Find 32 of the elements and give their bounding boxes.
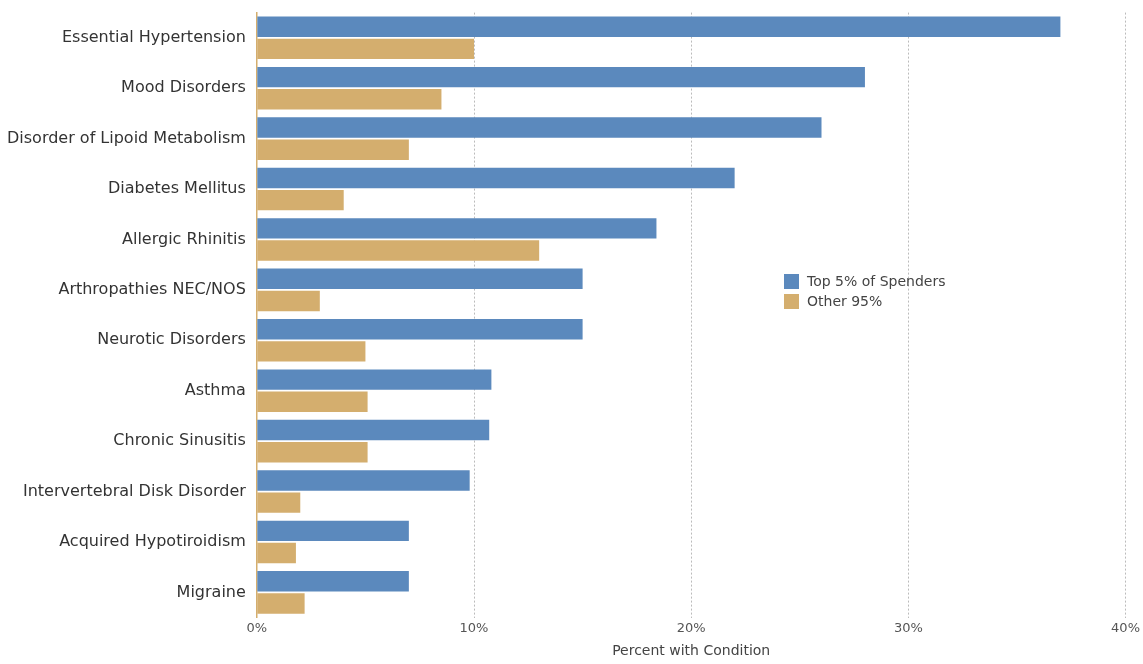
y-tick-label: Arthropathies NEC/NOS	[58, 279, 246, 299]
y-tick-label: Essential Hypertension	[61, 26, 246, 46]
x-tick-label: 0%	[246, 619, 268, 635]
bar	[257, 16, 1061, 37]
bar	[257, 319, 583, 340]
legend-label: Other 95%	[807, 293, 883, 309]
y-tick-label: Allergic Rhinitis	[122, 228, 246, 248]
bar	[257, 369, 492, 390]
bar	[257, 268, 583, 289]
bar	[257, 571, 409, 592]
x-axis-title: Percent with Condition	[612, 642, 771, 659]
x-tick-label: 20%	[676, 619, 706, 635]
y-tick-label: Neurotic Disorders	[97, 329, 246, 349]
y-tick-label: Mood Disorders	[121, 77, 246, 97]
x-tick-label: 10%	[459, 619, 489, 635]
bar	[257, 167, 735, 189]
bar	[257, 66, 865, 88]
bar	[257, 419, 490, 441]
y-tick-label: Asthma	[184, 379, 246, 399]
x-tick-label: 30%	[893, 619, 923, 635]
y-tick-label: Disorder of Lipoid Metabolism	[6, 127, 246, 147]
bar	[257, 520, 409, 542]
y-tick-label: Acquired Hypotiroidism	[59, 531, 246, 551]
y-tick-label: Migraine	[176, 581, 246, 601]
bar	[257, 218, 657, 239]
bar	[257, 117, 822, 138]
y-tick-label: Intervertebral Disk Disorder	[22, 480, 247, 500]
y-tick-label: Chronic Sinusitis	[113, 430, 246, 450]
bar	[257, 470, 470, 491]
x-tick-label: 40%	[1111, 619, 1141, 635]
legend-label: Top 5% of Spenders	[807, 273, 946, 289]
y-tick-label: Diabetes Mellitus	[107, 178, 246, 198]
